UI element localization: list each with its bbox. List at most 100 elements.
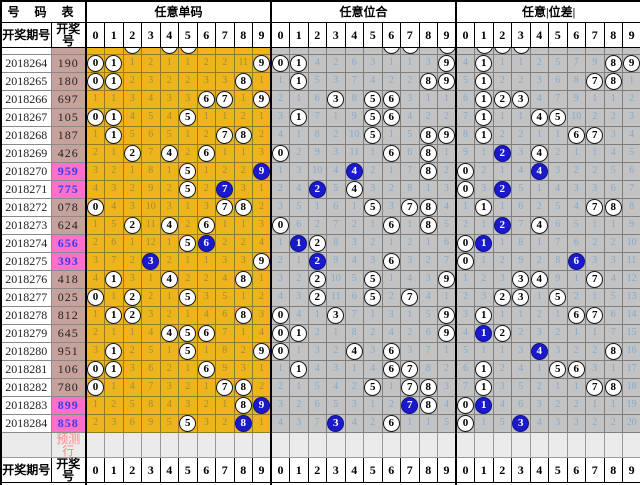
miss-count-cell: 4 [141,323,161,343]
number-cell-hit: 8 [233,197,254,217]
miss-count-cell: 7 [141,143,161,163]
top-title-row: 号 码 表 任意单码 任意位合 任意|位差| [0,0,640,23]
number-cell-hit: 2 [492,215,513,235]
hit-circle: 8 [604,342,622,360]
miss-count-cell: 1 [344,359,365,379]
number-cell-hit: 0 [270,305,291,325]
digit-column-header: 3 [511,456,531,483]
miss-count-cell: 1 [566,377,587,397]
miss-count-cell: 1 [585,143,605,163]
hit-circle: 1 [290,360,308,378]
hit-circle: 4 [160,216,178,234]
number-cell-hit: 0 [85,197,106,217]
number-cell-hit: 9 [252,251,272,271]
partial-cell [437,46,457,55]
number-cell-hit: 8 [418,71,439,91]
miss-count-cell: 2 [178,143,198,163]
miss-count-cell: 4 [141,89,161,109]
miss-count-cell: 3 [122,197,143,217]
prediction-empty-cell [381,431,402,458]
miss-count-cell: 3 [289,413,309,433]
table-row: 2018284 858 2 3 6 9 5 5 3 2 8 1 4 3 7 3 4 2 6 1 1 5 0 1 5 3 4 3 3 2 2 2… [0,413,640,433]
hit-circle: 9 [438,54,456,72]
number-cell-hit: 0 [85,287,106,307]
number-cell-hit: 0 [85,359,106,379]
miss-count-cell: 4 [437,395,457,415]
miss-count-cell: 2 [122,341,143,361]
miss-count-cell: 4 [85,179,106,199]
miss-count-cell: 20 [622,413,640,433]
hit-circle: 6 [197,360,215,378]
miss-count-cell: 4 [344,251,365,271]
number-cell-hit: 1 [289,53,309,73]
digit-column-header: 6 [381,21,402,48]
digit-column-header: 2 [492,21,513,48]
miss-count-cell: 4 [122,107,143,127]
miss-count-cell: 6 [326,197,346,217]
miss-count-cell: 6 [511,395,531,415]
clipped-hit-circle [494,48,511,53]
miss-count-cell: 2 [585,233,605,253]
number-cell-hit: 2 [492,89,513,109]
prediction-empty-cell [363,431,383,458]
miss-count-cell: 4 [400,269,420,289]
number-cell-hit: 1 [474,395,494,415]
partial-cell [474,46,494,55]
miss-count-cell: 2 [215,413,235,433]
period-cell: 2018267 [0,107,52,127]
hit-circle: 4 [345,342,363,360]
miss-count-cell: 1 [492,107,513,127]
prediction-empty-cell [511,431,531,458]
number-cell-hit: 2 [492,323,513,343]
partial-cell [548,46,568,55]
miss-count-cell: 8 [307,125,328,145]
miss-count-cell: 9 [511,251,531,271]
hit-circle: 6 [197,324,215,342]
hit-circle: 0 [87,288,105,306]
miss-count-cell: 4 [381,323,402,343]
miss-count-cell: 1 [159,233,180,253]
miss-count-cell: 7 [400,161,420,181]
prediction-empty-cell [529,431,550,458]
miss-count-cell: 2 [529,197,550,217]
period-cell: 2018284 [0,413,52,433]
miss-count-cell: 3 [159,89,180,109]
miss-count-cell: 3 [344,233,365,253]
number-cell-hit: 6 [381,413,402,433]
period-cell: 2018270 [0,161,52,181]
miss-count-cell: 5 [492,413,513,433]
digit-column-header: 8 [233,456,254,483]
miss-count-cell: 8 [326,233,346,253]
miss-count-cell: 1 [85,305,106,325]
miss-count-cell: 1 [511,53,531,73]
miss-count-cell: 1 [196,377,217,397]
miss-count-cell: 4 [529,89,550,109]
hit-circle: 1 [475,72,493,90]
miss-count-cell: 3 [104,179,124,199]
miss-count-cell: 1 [474,215,494,235]
miss-count-cell: 1 [418,413,439,433]
miss-count-cell: 1 [363,395,383,415]
miss-count-cell: 2 [566,161,587,181]
miss-count-cell: 3 [178,395,198,415]
digit-column-header: 8 [603,21,624,48]
miss-count-cell: 1 [585,287,605,307]
number-cell-hit: 7 [215,89,235,109]
miss-count-cell: 2 [178,215,198,235]
miss-count-cell: 2 [381,287,402,307]
number-cell-hit: 2 [122,215,143,235]
miss-count-cell: 1 [548,305,568,325]
miss-count-cell: 2 [363,413,383,433]
number-cell-hit: 8 [418,161,439,181]
miss-count-cell: 5 [511,179,531,199]
partial-cell [178,46,198,55]
miss-count-cell: 19 [622,395,640,415]
number-cell-hit: 7 [585,377,605,397]
hit-circle: 6 [197,216,215,234]
miss-count-cell: 1 [474,251,494,271]
miss-count-cell: 1 [548,125,568,145]
miss-count-cell: 10 [141,197,161,217]
number-cell-hit: 3 [511,413,531,433]
hit-circle: 9 [253,252,271,270]
number-cell-hit: 4 [529,143,550,163]
